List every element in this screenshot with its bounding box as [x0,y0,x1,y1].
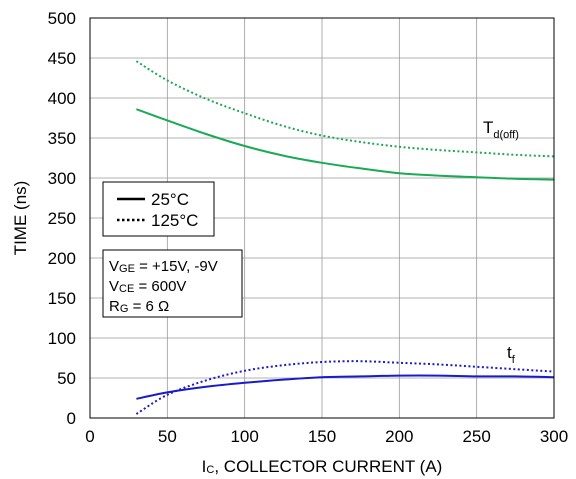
x-tick-label: 250 [462,427,490,446]
conditions-box: VGE = +15V, -9V VCE = 600V RG = 6 Ω [102,249,243,318]
y-tick-label: 450 [48,49,76,68]
x-tick-label: 50 [158,427,177,446]
y-tick-label: 0 [67,409,76,428]
curve-label-tf: tf [507,343,516,366]
x-axis-label-rest: , COLLECTOR CURRENT (A) [214,457,442,476]
legend-box [102,181,215,237]
x-tick-label: 100 [230,427,258,446]
y-tick-label: 50 [57,369,76,388]
condition-vge: VGE = +15V, -9V [109,258,218,275]
legend-entry-25c: 25°C [151,190,189,209]
x-tick-label: 200 [385,427,413,446]
y-tick-label: 150 [48,289,76,308]
condition-rg: RG = 6 Ω [109,298,169,315]
legend-entry-125c: 125°C [151,211,198,230]
x-tick-labels: 0 50 100 150 200 250 300 [85,427,568,446]
x-tick-label: 0 [85,427,94,446]
x-axis-label-sub: C [206,464,214,476]
plot-frame [89,17,555,419]
conditions-frame [102,249,243,318]
x-tick-label: 150 [308,427,336,446]
y-tick-label: 250 [48,209,76,228]
curve-label-td-off-main: T [483,118,493,137]
series-tf-solid [136,374,555,400]
x-tick-label: 300 [540,427,568,446]
curve-label-tf-main: t [507,343,512,362]
y-tick-label: 200 [48,249,76,268]
y-tick-label: 100 [48,329,76,348]
y-tick-label: 400 [48,89,76,108]
series-lines [135,60,555,415]
x-axis-label: IC, COLLECTOR CURRENT (A) [202,457,443,476]
condition-vce: VCE = 600V [109,278,186,295]
legend: 25°C 125°C [102,181,215,237]
curve-label-td-off-sub: d(off) [493,129,518,141]
y-tick-label: 300 [48,169,76,188]
y-tick-labels: 0 50 100 150 200 250 300 350 400 450 500 [48,9,76,428]
curve-label-tf-sub: f [512,354,516,366]
x-axis-label-main: I [202,457,207,476]
y-tick-label: 500 [48,9,76,28]
y-axis-label: TIME (ns) [11,181,30,256]
series-td_off-solid [136,108,555,181]
curve-label-td-off: Td(off) [483,118,519,141]
series-td_off-dotted [135,60,555,158]
y-tick-label: 350 [48,129,76,148]
